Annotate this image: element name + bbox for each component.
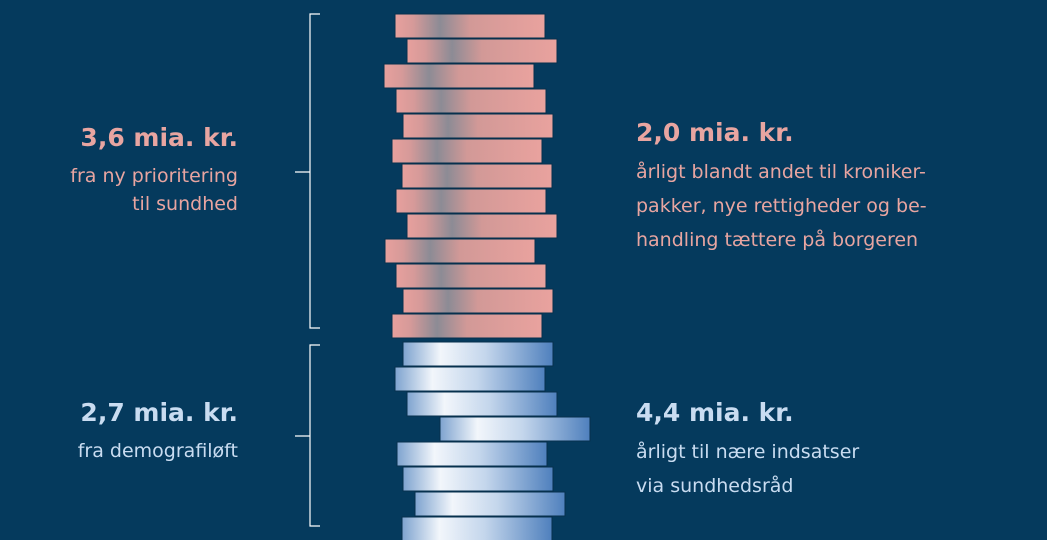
coin <box>395 88 547 114</box>
coin <box>401 163 553 189</box>
coin <box>402 341 554 367</box>
coin <box>384 238 536 264</box>
description: handling tættere på borgeren <box>636 228 918 251</box>
coin <box>395 263 547 289</box>
amount: 2,0 mia. kr. <box>636 118 794 147</box>
coin <box>383 63 535 89</box>
description: årligt til nære indsatser <box>636 440 859 463</box>
coin <box>414 491 566 517</box>
amount: 3,6 mia. kr. <box>80 123 238 152</box>
coin-stack <box>383 13 591 540</box>
coin <box>402 113 554 139</box>
coin <box>391 313 543 339</box>
coin <box>406 391 558 417</box>
coin <box>394 13 546 39</box>
coin <box>396 441 548 467</box>
coin <box>391 138 543 164</box>
bracket-bottom <box>295 344 320 527</box>
description: fra demografiløft <box>78 440 238 462</box>
amount: 4,4 mia. kr. <box>636 398 794 427</box>
coin <box>439 416 591 442</box>
amount: 2,7 mia. kr. <box>80 398 238 427</box>
coin <box>401 516 553 540</box>
coin <box>406 38 558 64</box>
coin <box>402 288 554 314</box>
coin <box>402 466 554 492</box>
description: pakker, nye rettigheder og be- <box>636 195 927 217</box>
coin <box>406 213 558 239</box>
coin <box>394 366 546 392</box>
description: årligt blandt andet til kroniker- <box>636 160 926 183</box>
description: fra ny prioritering <box>70 165 238 187</box>
description: via sundhedsråd <box>636 474 793 497</box>
coin <box>395 188 547 214</box>
description: til sundhed <box>132 193 238 215</box>
bracket-top <box>295 13 320 329</box>
